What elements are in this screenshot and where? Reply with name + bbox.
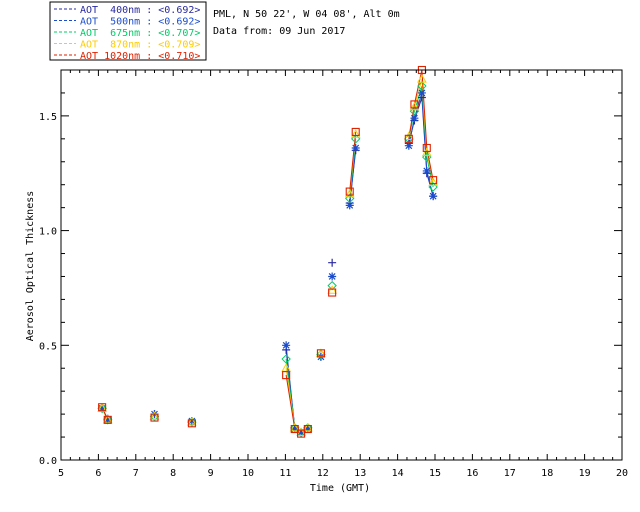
data-point [290, 425, 299, 434]
x-tick-label: 9 [208, 468, 214, 479]
data-point [97, 403, 107, 414]
x-tick-label: 7 [133, 468, 139, 479]
data-point [428, 177, 438, 186]
data-point [429, 192, 438, 201]
data-point [297, 429, 306, 438]
data-point [327, 280, 337, 291]
data-point [297, 428, 306, 437]
data-point [98, 403, 107, 412]
y-axis-label: Aerosol Optical Thickness [25, 191, 36, 342]
legend: AOT 400nm : <0.692>AOT 500nm : <0.692>AO… [49, 1, 207, 62]
data-point [150, 413, 159, 422]
data-point [103, 415, 112, 424]
data-point [417, 74, 427, 83]
x-tick-label: 12 [317, 468, 329, 479]
x-tick-label: 6 [95, 468, 101, 479]
x-tick-label: 18 [541, 468, 553, 479]
data-point [281, 354, 291, 364]
data-point [187, 419, 196, 428]
x-tick-label: 10 [242, 468, 254, 479]
data-point [328, 272, 337, 281]
y-tick-label: 0.0 [39, 456, 57, 467]
legend-entry: AOT 400nm : <0.692> [80, 5, 200, 16]
x-tick-label: 17 [504, 468, 516, 479]
data-point [417, 81, 427, 91]
data-point [97, 403, 108, 412]
x-tick-label: 16 [466, 468, 478, 479]
chart-subtitle: Data from: 09 Jun 2017 [213, 26, 345, 37]
series-markers [97, 65, 438, 438]
x-tick-label: 19 [579, 468, 591, 479]
data-point [290, 423, 300, 433]
x-tick-label: 20 [616, 468, 628, 479]
data-point [328, 288, 337, 297]
data-point [282, 341, 291, 350]
data-point [350, 129, 361, 138]
data-point [421, 147, 432, 157]
data-point [417, 88, 426, 97]
data-point [345, 201, 354, 210]
data-point [289, 422, 300, 432]
data-point [328, 258, 337, 267]
data-point [103, 415, 112, 424]
data-point [409, 101, 420, 111]
x-axis: 5 6 7 8 9 10 11 12 13 14 15 16 17 18 19 20 [58, 70, 628, 479]
data-point [303, 423, 313, 433]
data-point [345, 187, 354, 196]
y-axis: 0.0 0.5 1.0 1.5 [39, 92, 622, 467]
y-tick-label: 1.0 [39, 227, 57, 238]
data-point [410, 100, 419, 109]
data-point [149, 411, 160, 422]
data-point [404, 141, 413, 150]
legend-entry: AOT 675nm : <0.707> [80, 28, 200, 39]
data-point [149, 411, 160, 420]
x-tick-label: 15 [429, 468, 441, 479]
data-point [303, 425, 312, 434]
data-point [303, 424, 312, 434]
data-point [187, 417, 197, 426]
legend-entry: AOT 500nm : <0.692> [80, 17, 200, 28]
data-point [187, 417, 196, 425]
x-axis-label: Time (GMT) [310, 483, 370, 494]
data-point [404, 134, 413, 143]
legend-entry: AOT 870nm : <0.709> [80, 40, 200, 51]
x-tick-label: 14 [392, 468, 404, 479]
x-tick-label: 11 [279, 468, 291, 479]
data-point [187, 417, 197, 427]
data-point [410, 114, 419, 123]
legend-entry: AOT 1020nm : <0.710> [80, 51, 200, 62]
y-tick-label: 1.5 [39, 112, 57, 123]
data-point [344, 188, 355, 198]
data-point [429, 176, 438, 185]
x-tick-label: 13 [354, 468, 366, 479]
x-tick-label: 5 [58, 468, 64, 479]
data-point [327, 285, 338, 294]
data-point [290, 424, 299, 434]
data-point [422, 166, 431, 175]
data-point [351, 144, 360, 152]
data-point [403, 131, 414, 141]
data-point [422, 143, 431, 153]
data-point [351, 127, 360, 136]
data-point [302, 422, 313, 432]
legend-box [49, 1, 207, 61]
data-point [296, 427, 306, 436]
data-point [98, 404, 107, 413]
y-tick-label: 0.5 [39, 341, 57, 352]
chart-title: PML, N 50 22', W 04 08', Alt 0m [213, 9, 400, 20]
data-point [282, 371, 291, 380]
data-point [316, 349, 325, 358]
x-tick-label: 8 [170, 468, 176, 479]
